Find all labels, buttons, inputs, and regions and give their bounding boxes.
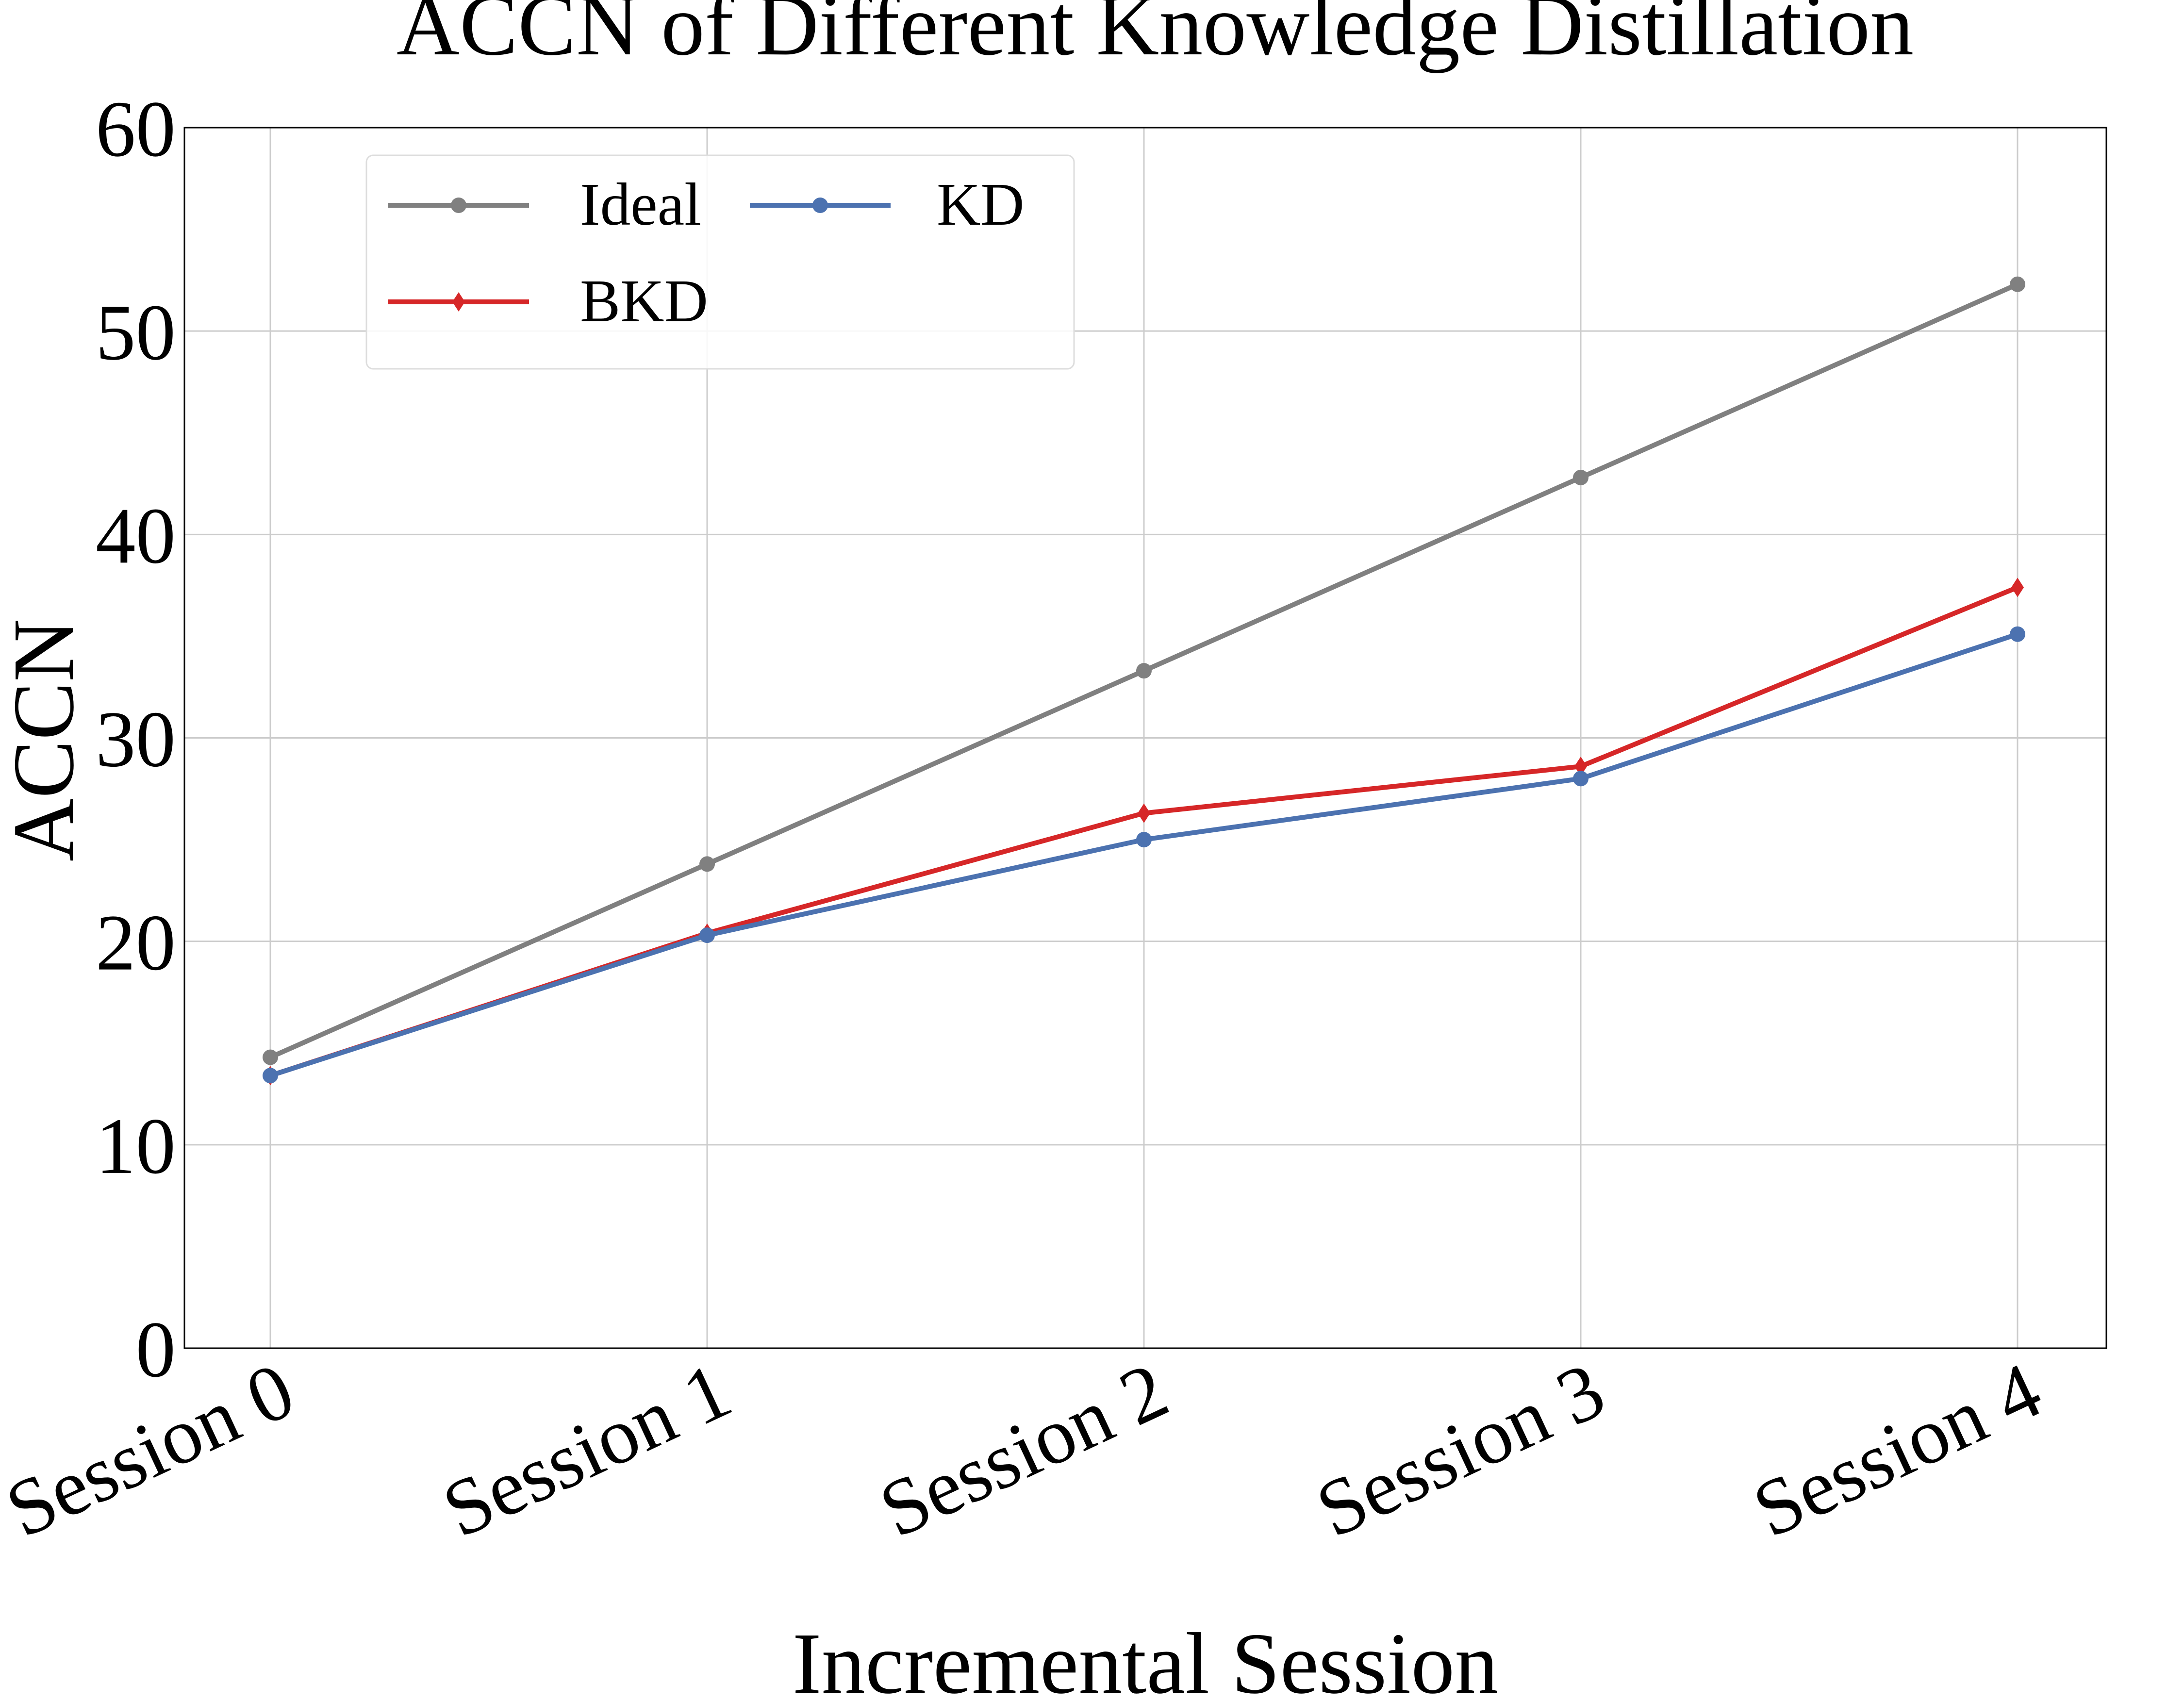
kd-series-point: [1136, 832, 1152, 848]
legend-frame: [365, 154, 1075, 370]
chart-title: ACCN of Different Knowledge Distillation: [397, 0, 1914, 73]
plot-area-frame: [183, 127, 2107, 1349]
ideal-series-point: [263, 1049, 278, 1065]
kd-series-point: [699, 927, 715, 943]
bkd-series-point: [1574, 757, 1587, 776]
kd-series-point: [263, 1068, 278, 1084]
y-tick-label: 40: [96, 491, 176, 580]
legend-item-kd-label: KD: [937, 171, 1025, 238]
ideal-series-point: [2010, 276, 2025, 292]
y-tick-label: 30: [96, 695, 176, 784]
bkd-series-point: [2011, 578, 2024, 597]
y-tick-label: 60: [96, 84, 176, 173]
y-tick-label: 10: [96, 1102, 176, 1190]
legend-item-ideal-label: Ideal: [580, 171, 701, 238]
legend-item-kd-point: [812, 198, 828, 213]
ideal-series-point: [1136, 663, 1152, 679]
ideal-series: [263, 276, 2025, 1065]
ideal-series-point: [1573, 469, 1588, 485]
legend-item-kd: KD: [750, 171, 1025, 238]
legend-item-bkd-point: [452, 292, 465, 312]
ideal-series-point: [699, 856, 715, 872]
y-tick-label: 50: [96, 288, 176, 377]
y-tick-label: 0: [136, 1305, 176, 1394]
bkd-series-point: [1138, 803, 1150, 823]
legend-item-ideal: Ideal: [388, 171, 701, 238]
y-axis-title: ACCN: [0, 619, 92, 861]
kd-series-point: [2010, 626, 2025, 642]
legend-item-ideal-point: [451, 198, 466, 213]
x-axis-title: Incremental Session: [793, 1615, 1499, 1699]
y-tick-label: 20: [96, 898, 176, 987]
y-axis-ticks: 0 10 20 30 40 50 60: [96, 84, 176, 1394]
series-lines: [263, 276, 2025, 1086]
legend-item-bkd: BKD: [388, 268, 708, 335]
kd-series-point: [1573, 771, 1588, 787]
legend: Ideal BKD KD: [365, 154, 1075, 370]
kd-series: [263, 626, 2025, 1084]
legend-item-bkd-label: BKD: [580, 268, 708, 335]
